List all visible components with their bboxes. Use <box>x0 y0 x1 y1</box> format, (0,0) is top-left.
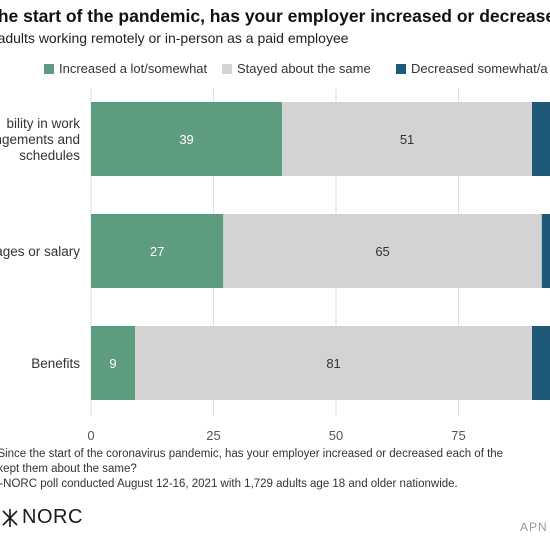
data-label: 51 <box>400 132 414 147</box>
legend-label-decreased: Decreased somewhat/a <box>411 61 548 76</box>
chart-title: the start of the pandemic, has your empl… <box>0 6 550 26</box>
norc-logo-text: NORC <box>22 506 83 528</box>
legend-item-increased: Increased a lot/somewhat <box>44 61 207 76</box>
data-label: 81 <box>326 356 340 371</box>
x-tick-label: 75 <box>451 428 465 443</box>
footnote-question: Since the start of the coronavirus pande… <box>0 448 504 460</box>
data-label: 27 <box>150 244 164 259</box>
data-label: 65 <box>375 244 389 259</box>
data-label: 39 <box>179 132 193 147</box>
category-label: Benefits <box>31 356 80 371</box>
footnote-source: AP-NORC poll conducted August 12-16, 202… <box>0 478 458 490</box>
legend-item-same: Stayed about the same <box>222 61 371 76</box>
bar-segment-decreased <box>532 326 550 400</box>
x-tick-label: 50 <box>329 428 343 443</box>
bar-segment-increased <box>91 102 283 176</box>
x-tick-label: 0 <box>87 428 94 443</box>
bar-segment-increased <box>91 326 136 400</box>
footnote-question-end: or kept them about the same? <box>0 463 137 475</box>
legend-swatch-same <box>222 63 232 74</box>
chart-subtitle: of adults working remotely or in-person … <box>0 30 349 46</box>
legend-label-increased: Increased a lot/somewhat <box>59 61 208 76</box>
norc-logo: NORC <box>0 506 83 529</box>
legend-item-decreased: Decreased somewhat/a <box>396 61 548 76</box>
legend-swatch-decreased <box>396 63 406 74</box>
bar-segment-same <box>282 102 532 176</box>
legend-swatch-increased <box>44 63 54 74</box>
ap-credit: APN <box>520 520 548 534</box>
x-tick-label: 25 <box>206 428 220 443</box>
footnote: s: Since the start of the coronavirus pa… <box>0 447 550 492</box>
bar-segment-same <box>223 214 542 288</box>
bar-segment-decreased <box>541 214 550 288</box>
category-label: angements and <box>0 132 80 147</box>
stacked-bar-chart: 39 51 bility in workangements andschedules… <box>0 88 550 443</box>
data-label: 9 <box>109 356 116 371</box>
legend-label-same: Stayed about the same <box>237 61 371 76</box>
bar-segment-same <box>135 326 532 400</box>
category-label: ages or salary <box>0 244 80 259</box>
category-label: bility in work <box>6 116 80 131</box>
bar-segment-increased <box>91 214 224 288</box>
norc-mark-icon <box>2 508 18 527</box>
bar-segment-decreased <box>532 102 550 176</box>
category-label: schedules <box>19 148 80 163</box>
